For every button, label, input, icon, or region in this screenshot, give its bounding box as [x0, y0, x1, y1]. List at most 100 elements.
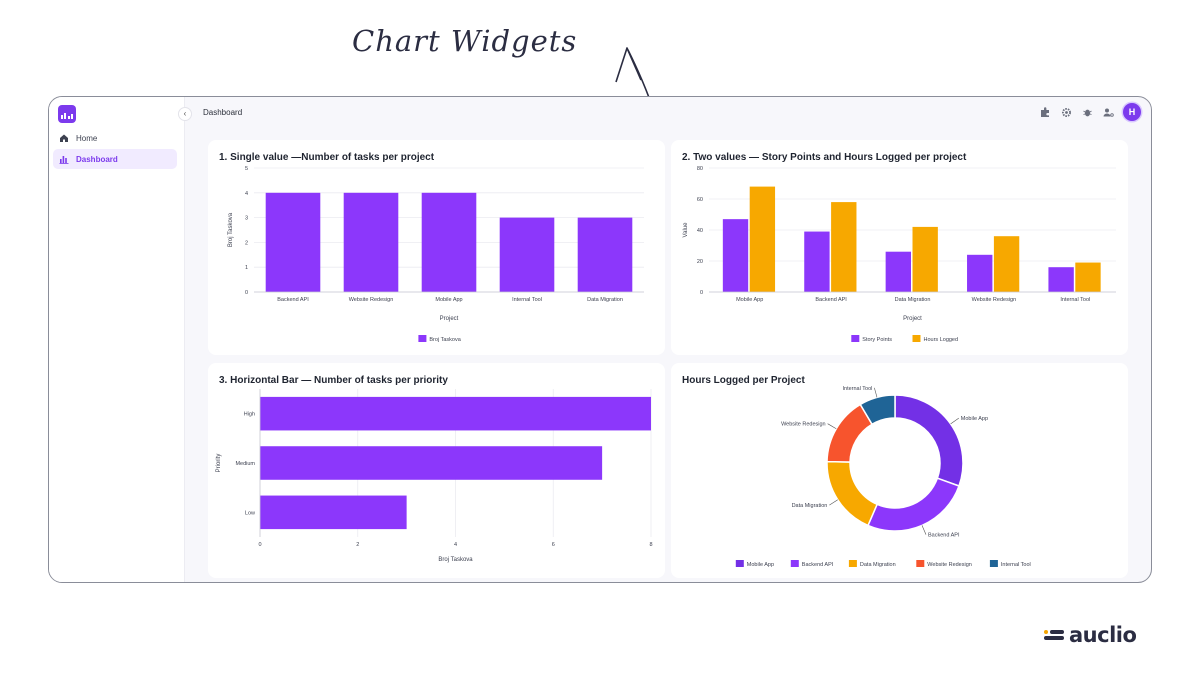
legend-swatch — [989, 560, 998, 567]
bar-broj-taskova-data-migration — [577, 217, 633, 292]
x-tick-label: Data Migration — [587, 297, 623, 303]
x-tick-label: Internal Tool — [1060, 297, 1090, 303]
x-axis-title: Project — [903, 316, 922, 322]
bar-hours-logged-backend-api — [831, 202, 857, 292]
sidebar-item-home[interactable]: Home — [53, 128, 177, 148]
legend-swatch — [790, 560, 799, 567]
brand-mark — [1044, 628, 1064, 642]
bar-broj-taskova-website-redesign — [343, 192, 399, 292]
settings-icon[interactable] — [1060, 106, 1072, 118]
x-tick-label: Data Migration — [895, 297, 931, 303]
x-tick-label: Mobile App — [736, 297, 763, 303]
y-tick-label: 3 — [245, 216, 248, 222]
chart-card-story-points-hours: 2. Two values — Story Points and Hours L… — [671, 140, 1128, 355]
chart-story-points-hours: 0 20 40 60 80 Mobile App Backend API Data Migra… — [683, 166, 1116, 343]
bar-story-points-internal-tool — [1048, 267, 1074, 292]
legend-label: Backend API — [802, 562, 834, 568]
x-tick-label: Website Redesign — [349, 297, 394, 303]
x-tick-label: Website Redesign — [972, 297, 1017, 303]
legend-label: Broj Taskova — [429, 337, 461, 343]
y-tick-label: Medium — [235, 461, 255, 467]
x-tick-label: Internal Tool — [512, 297, 542, 303]
x-tick-label: 8 — [649, 542, 652, 548]
bar-medium — [260, 446, 603, 480]
puzzle-icon[interactable] — [1039, 106, 1051, 118]
slice-label: Data Migration — [792, 503, 828, 509]
x-tick-label: Mobile App — [435, 297, 462, 303]
y-tick-label: 0 — [700, 290, 703, 296]
x-axis-title: Project — [440, 316, 459, 322]
y-axis-title: Value — [683, 222, 689, 238]
legend-swatch — [848, 560, 857, 567]
legend-swatch — [851, 335, 860, 342]
chart-title: 3. Horizontal Bar — Number of tasks per … — [219, 375, 448, 386]
chart-card-tasks-per-priority: 3. Horizontal Bar — Number of tasks per … — [208, 363, 665, 578]
page-title: Dashboard — [203, 108, 243, 117]
sidebar: Home Dashboard — [49, 97, 185, 582]
chart-title: 1. Single value —Number of tasks per pro… — [219, 152, 435, 163]
chart-hours-per-project: Mobile App Backend API Data Migration Websi… — [735, 386, 1031, 568]
bar-broj-taskova-backend-api — [265, 192, 321, 292]
y-axis-title: Priority — [216, 454, 222, 473]
sidebar-item-label: Dashboard — [76, 154, 118, 164]
bug-icon[interactable] — [1081, 106, 1093, 118]
y-tick-label: 20 — [697, 259, 703, 265]
bar-hours-logged-internal-tool — [1075, 262, 1101, 292]
bar-story-points-data-migration — [885, 251, 911, 292]
x-tick-label: 6 — [552, 542, 555, 548]
x-tick-label: Backend API — [277, 297, 309, 303]
x-tick-label: 4 — [454, 542, 457, 548]
slice-label: Website Redesign — [781, 422, 826, 428]
user-settings-icon[interactable] — [1102, 106, 1114, 118]
bar-hours-logged-data-migration — [912, 226, 938, 292]
slice-label: Backend API — [928, 533, 960, 539]
legend-swatch — [916, 560, 925, 567]
brand-logo: auclio — [1044, 623, 1137, 647]
legend-label: Data Migration — [860, 562, 896, 568]
x-axis-title: Broj Taskova — [438, 557, 473, 563]
legend-swatch — [735, 560, 744, 567]
brand-name: auclio — [1069, 623, 1137, 647]
sidebar-collapse-button[interactable]: ‹ — [178, 107, 192, 121]
y-axis-title: Broj Taskova — [228, 212, 234, 247]
sidebar-item-label: Home — [76, 133, 98, 143]
chart-card-hours-per-project: Hours Logged per Project Mobile App Backe… — [671, 363, 1128, 578]
bar-story-points-mobile-app — [722, 219, 749, 292]
legend-label: Mobile App — [747, 562, 774, 568]
app-logo[interactable] — [58, 105, 76, 123]
slice-leader-line — [827, 423, 837, 429]
y-tick-label: 4 — [245, 191, 248, 197]
user-avatar[interactable]: H — [1123, 103, 1141, 121]
bar-high — [260, 396, 651, 431]
slice-leader-line — [874, 387, 878, 398]
bar-hours-logged-website-redesign — [993, 236, 1020, 292]
topbar: Dashboard H — [186, 97, 1151, 127]
y-tick-label: 40 — [697, 228, 703, 234]
slice-backend-api — [866, 477, 960, 532]
topbar-actions: H — [1039, 103, 1141, 121]
legend-label: Hours Logged — [924, 337, 959, 343]
x-tick-label: 0 — [258, 542, 261, 548]
legend-swatch — [418, 335, 427, 342]
annotation-label: Chart Widgets — [352, 24, 578, 58]
sidebar-item-dashboard[interactable]: Dashboard — [53, 149, 177, 169]
slice-label: Internal Tool — [842, 386, 872, 392]
slice-internal-tool — [859, 394, 896, 426]
legend-swatch — [912, 335, 921, 342]
bar-broj-taskova-mobile-app — [421, 192, 477, 292]
y-tick-label: High — [244, 412, 255, 418]
slice-leader-line — [921, 525, 927, 535]
bar-chart-icon — [59, 156, 69, 164]
slice-leader-line — [950, 417, 959, 425]
x-tick-label: 2 — [356, 542, 359, 548]
y-tick-label: 1 — [245, 265, 248, 271]
bar-story-points-website-redesign — [967, 254, 993, 292]
y-tick-label: 5 — [245, 166, 248, 172]
slice-leader-line — [829, 499, 838, 506]
slice-data-migration — [826, 460, 879, 527]
bar-story-points-backend-api — [804, 231, 830, 292]
y-tick-label: 80 — [697, 166, 703, 172]
legend-label: Internal Tool — [1001, 562, 1031, 568]
app-window: Home Dashboard ‹ Dashboard H — [48, 96, 1152, 583]
chart-tasks-per-priority: 0 2 4 6 8 High Medium Low Broj Taskova Priority — [216, 389, 653, 563]
